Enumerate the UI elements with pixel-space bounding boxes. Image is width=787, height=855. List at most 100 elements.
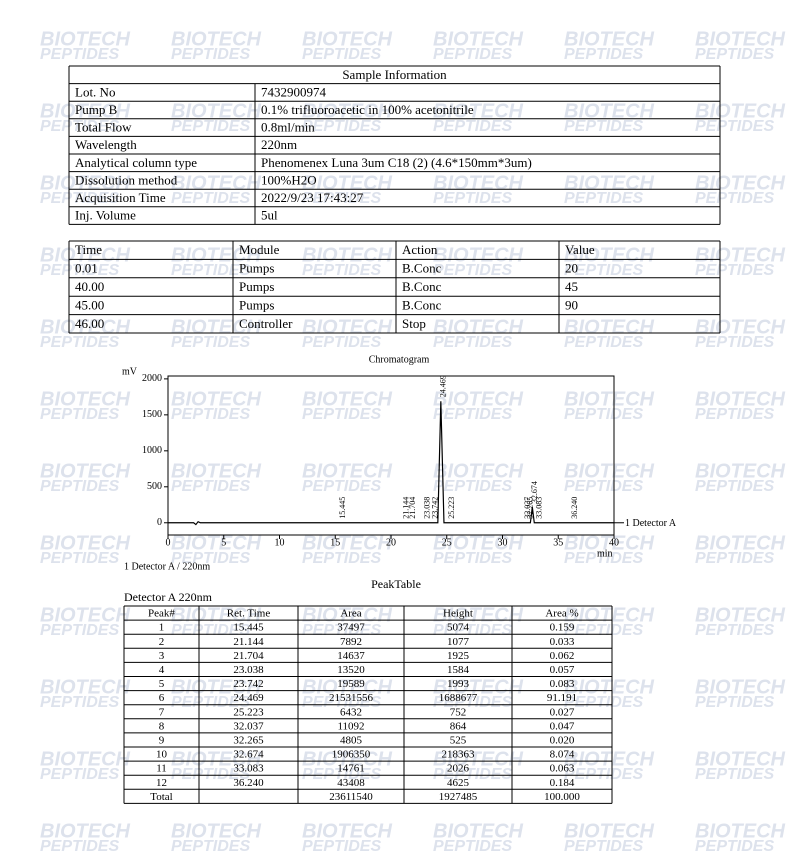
watermark: BIOTECH: [695, 460, 786, 482]
cell: 36.240: [233, 777, 264, 789]
watermark: BIOTECH: [433, 604, 524, 626]
watermark: PEPTIDES: [564, 262, 643, 279]
cell: 0.020: [550, 734, 575, 746]
watermark: PEPTIDES: [302, 406, 381, 423]
watermark: BIOTECH: [40, 676, 131, 698]
cell: 0.083: [550, 678, 575, 690]
watermark: BIOTECH: [40, 388, 131, 410]
cell: 7: [159, 706, 165, 718]
watermark: PEPTIDES: [695, 190, 774, 207]
watermark: PEPTIDES: [171, 190, 250, 207]
watermark: PEPTIDES: [302, 694, 381, 711]
cell: 5: [159, 678, 165, 690]
watermark: BIOTECH: [695, 28, 786, 50]
header-cell: Height: [443, 608, 473, 620]
x-tick-label: 30: [498, 537, 508, 548]
watermark: BIOTECH: [40, 28, 131, 50]
cell: 45.00: [75, 297, 104, 312]
cell: 3: [159, 650, 165, 662]
watermark: BIOTECH: [433, 244, 524, 266]
cell: 23.038: [233, 664, 264, 676]
cell: 4: [159, 664, 165, 676]
peak-label: 23.742: [431, 497, 440, 519]
cell: 1906350: [332, 749, 371, 761]
watermark: PEPTIDES: [564, 46, 643, 63]
watermark: PEPTIDES: [171, 838, 250, 855]
cell: 23.742: [233, 678, 263, 690]
watermark: PEPTIDES: [564, 334, 643, 351]
watermark: BIOTECH: [302, 748, 393, 770]
cell: Analytical column type: [75, 155, 197, 170]
watermark: PEPTIDES: [40, 478, 119, 495]
watermark: PEPTIDES: [40, 406, 119, 423]
watermark: BIOTECH: [40, 244, 131, 266]
cell: 32.674: [233, 749, 264, 761]
watermark: BIOTECH: [40, 604, 131, 626]
cell: 5074: [447, 622, 470, 634]
trace: [168, 401, 614, 526]
x-tick-label: 5: [221, 537, 226, 548]
watermark: PEPTIDES: [40, 118, 119, 135]
watermark: PEPTIDES: [695, 478, 774, 495]
watermark: BIOTECH: [564, 532, 655, 554]
watermark: PEPTIDES: [564, 694, 643, 711]
watermark: PEPTIDES: [695, 46, 774, 63]
watermark: BIOTECH: [564, 460, 655, 482]
watermark: PEPTIDES: [564, 550, 643, 567]
cell: 100%H2O: [261, 172, 317, 187]
cell: 21.144: [233, 636, 264, 648]
cell: 0.062: [550, 650, 575, 662]
peak-label: 15.445: [338, 497, 347, 519]
watermark: BIOTECH: [695, 604, 786, 626]
watermark: PEPTIDES: [40, 190, 119, 207]
watermark: PEPTIDES: [171, 478, 250, 495]
cell: Dissolution method: [75, 172, 178, 187]
cell: 11092: [337, 720, 364, 732]
total-cell: 23611540: [329, 791, 373, 803]
watermark: BIOTECH: [433, 388, 524, 410]
watermark: PEPTIDES: [171, 694, 250, 711]
cell: 12: [156, 777, 167, 789]
cell: Lot. No: [75, 84, 115, 99]
cell: 9: [159, 734, 165, 746]
watermark: PEPTIDES: [433, 550, 512, 567]
watermark: PEPTIDES: [40, 550, 119, 567]
cell: 525: [450, 734, 467, 746]
x-tick-label: 25: [442, 537, 452, 548]
watermark: PEPTIDES: [695, 334, 774, 351]
watermark: PEPTIDES: [40, 622, 119, 639]
cell: 0.159: [550, 622, 575, 634]
x-tick-label: 15: [330, 537, 340, 548]
cell: 21.704: [233, 650, 264, 662]
cell: 2022/9/23 17:43:27: [261, 190, 364, 205]
cell: 864: [450, 720, 467, 732]
watermark: PEPTIDES: [433, 190, 512, 207]
watermark: BIOTECH: [433, 820, 524, 842]
cell: Controller: [239, 316, 293, 331]
watermark: PEPTIDES: [171, 550, 250, 567]
watermark: BIOTECH: [695, 820, 786, 842]
watermark: BIOTECH: [695, 532, 786, 554]
cell: 45: [565, 279, 578, 294]
watermark: PEPTIDES: [695, 406, 774, 423]
cell: Pumps: [239, 261, 274, 276]
cell: Acquisition Time: [75, 190, 166, 205]
total-cell: Total: [150, 791, 172, 803]
cell: 1077: [447, 636, 470, 648]
header-cell: Time: [75, 242, 102, 257]
watermark: BIOTECH: [564, 676, 655, 698]
y-tick-label: 1500: [142, 409, 162, 420]
watermark: PEPTIDES: [695, 622, 774, 639]
watermark: PEPTIDES: [171, 46, 250, 63]
y-tick-label: 0: [157, 517, 162, 528]
watermark: PEPTIDES: [433, 478, 512, 495]
watermark: BIOTECH: [171, 460, 262, 482]
peak-label: 21.704: [408, 497, 417, 519]
watermark: BIOTECH: [433, 748, 524, 770]
watermark: PEPTIDES: [564, 838, 643, 855]
watermark: BIOTECH: [564, 244, 655, 266]
cell: 33.083: [233, 763, 264, 775]
peak-label: 23.038: [423, 497, 432, 519]
watermark: PEPTIDES: [564, 478, 643, 495]
header-cell: Ret. Time: [227, 608, 271, 620]
